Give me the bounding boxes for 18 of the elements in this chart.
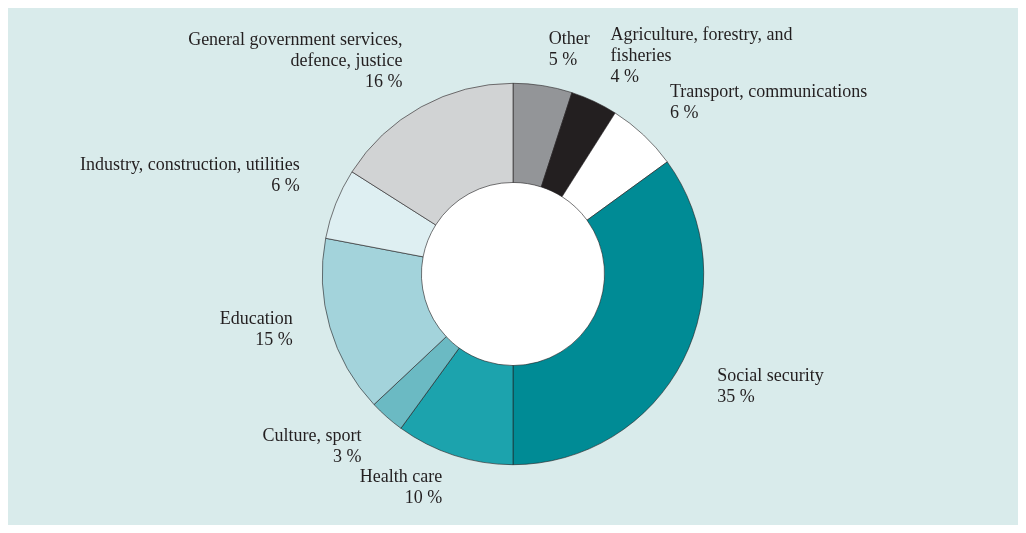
data-label: 5 %	[548, 48, 578, 69]
data-label: 10 %	[404, 487, 443, 508]
slice-label: Other	[548, 27, 590, 48]
data-label: 4 %	[610, 65, 640, 86]
slice-label: Agriculture, forestry, and fisheries	[610, 23, 793, 65]
slice-label: Social security	[717, 364, 824, 385]
data-label: 16 %	[365, 71, 403, 92]
data-label: 15 %	[255, 328, 293, 349]
slice-label: Transport, communications	[669, 80, 868, 101]
slice-label: Culture, sport	[262, 425, 362, 446]
slice-label: Education	[219, 307, 293, 328]
data-label: 6 %	[669, 101, 699, 122]
slice-label: Health care	[359, 466, 443, 487]
data-label: 6 %	[271, 175, 300, 196]
slice-label: General government services, defence, justice	[188, 29, 403, 71]
data-label: 35 %	[717, 385, 755, 406]
slice-label: Industry, construction, utilities	[80, 154, 300, 175]
data-label: 3 %	[332, 446, 362, 467]
